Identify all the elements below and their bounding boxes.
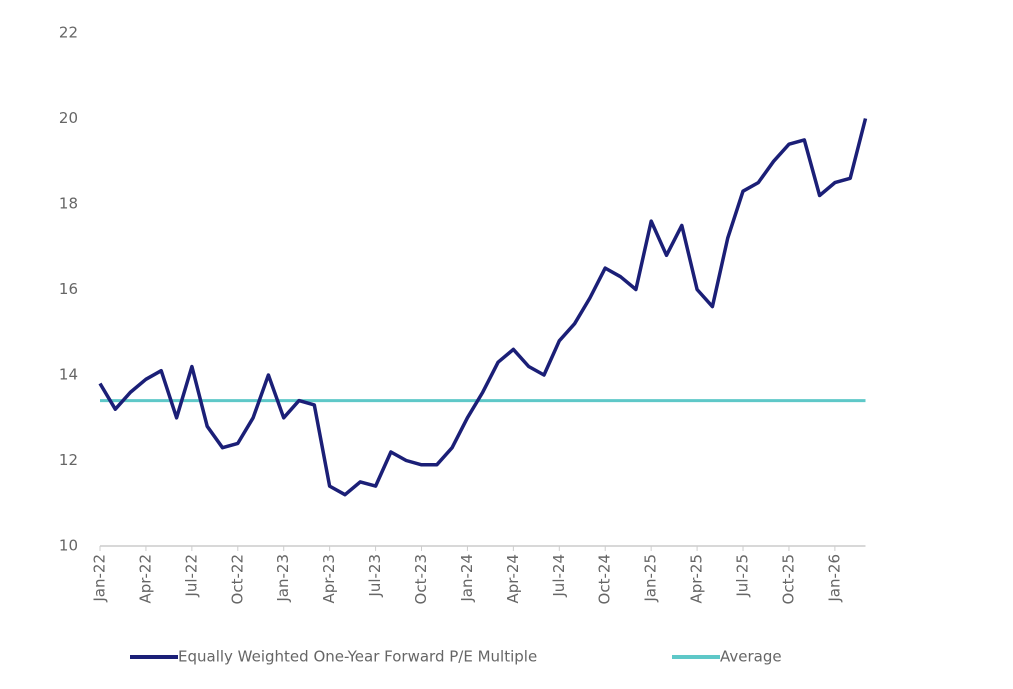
x-tick-label: Jan-26 bbox=[825, 554, 843, 603]
x-tick-label: Apr-24 bbox=[504, 554, 522, 604]
x-tick-label: Apr-23 bbox=[320, 554, 338, 604]
x-tick-label: Apr-22 bbox=[136, 554, 154, 604]
x-tick-label: Jan-25 bbox=[642, 554, 660, 603]
x-tick-label: Jul-25 bbox=[734, 554, 752, 598]
y-tick-label: 14 bbox=[59, 366, 78, 384]
x-tick-label: Apr-25 bbox=[688, 554, 706, 604]
y-tick-label: 12 bbox=[59, 451, 78, 469]
legend-label: Average bbox=[720, 648, 782, 666]
x-tick-label: Jul-22 bbox=[182, 554, 200, 598]
legend-label: Equally Weighted One-Year Forward P/E Mu… bbox=[178, 648, 537, 666]
x-tick-label: Oct-25 bbox=[779, 554, 797, 604]
x-tick-label: Jan-22 bbox=[91, 554, 109, 603]
y-tick-label: 18 bbox=[59, 195, 78, 213]
y-tick-label: 20 bbox=[59, 109, 78, 127]
x-tick-label: Jul-24 bbox=[550, 554, 568, 598]
x-tick-label: Jan-23 bbox=[274, 554, 292, 603]
x-tick-label: Oct-23 bbox=[412, 554, 430, 604]
x-tick-label: Jul-23 bbox=[366, 554, 384, 598]
y-tick-label: 22 bbox=[59, 24, 78, 42]
x-tick-label: Oct-24 bbox=[596, 554, 614, 604]
y-tick-label: 16 bbox=[59, 280, 78, 298]
series-line bbox=[98, 118, 868, 497]
x-tick-label: Oct-22 bbox=[228, 554, 246, 604]
y-tick-label: 10 bbox=[59, 537, 78, 555]
x-tick-label: Jan-24 bbox=[458, 554, 476, 603]
